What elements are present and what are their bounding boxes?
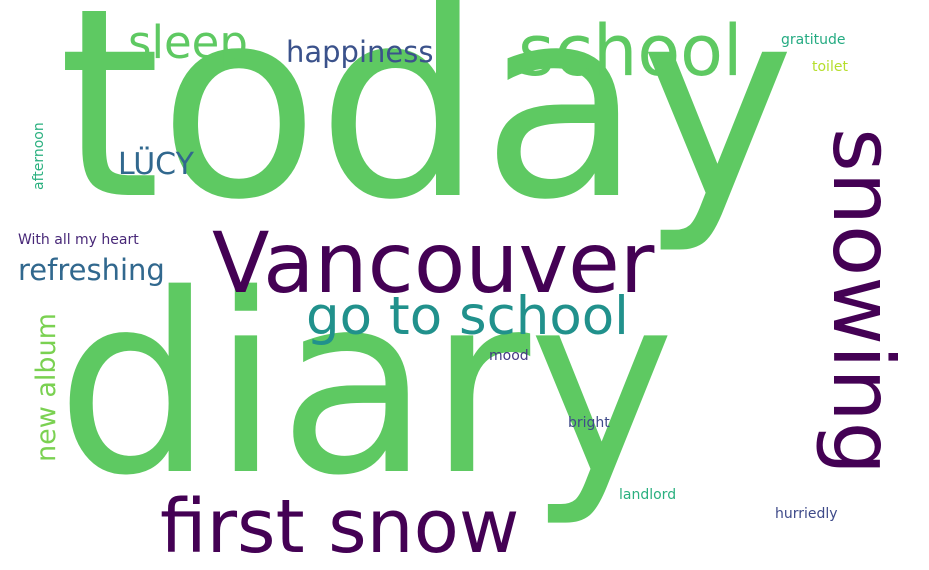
word-today: today [58, 0, 795, 257]
word-school: school [518, 10, 743, 92]
word-bright: bright [568, 415, 610, 431]
word-first-snow: first snow [160, 484, 520, 570]
word-happiness: happiness [286, 35, 434, 69]
word-toilet: toilet [812, 59, 848, 75]
word-with-all-my-heart: With all my heart [18, 232, 139, 248]
word-sleep: sleep [128, 16, 248, 69]
word-diary: diary [56, 242, 675, 530]
word-landlord: landlord [619, 487, 677, 503]
word-vancouver: Vancouver [212, 214, 655, 312]
word-lucy: LÜCY [118, 147, 194, 182]
word-hurriedly: hurriedly [775, 506, 838, 522]
word-gratitude: gratitude [781, 32, 846, 48]
word-snowing: snowing [814, 128, 912, 475]
word-new-album: new album [31, 313, 62, 462]
word-mood: mood [489, 348, 529, 364]
word-go-to-school: go to school [306, 286, 629, 347]
word-afternoon: afternoon [31, 122, 47, 190]
word-refreshing: refreshing [18, 253, 165, 287]
